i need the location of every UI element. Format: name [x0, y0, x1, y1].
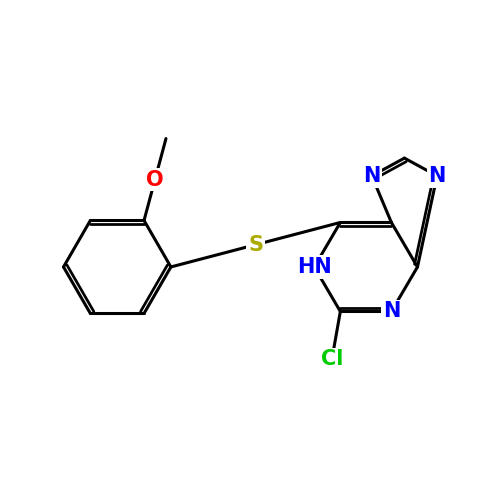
- Text: HN: HN: [297, 257, 332, 277]
- Text: Cl: Cl: [320, 350, 343, 370]
- Text: N: N: [428, 166, 446, 186]
- Text: N: N: [363, 166, 380, 186]
- Text: S: S: [248, 234, 263, 255]
- Text: O: O: [146, 170, 164, 190]
- Text: N: N: [382, 302, 400, 322]
